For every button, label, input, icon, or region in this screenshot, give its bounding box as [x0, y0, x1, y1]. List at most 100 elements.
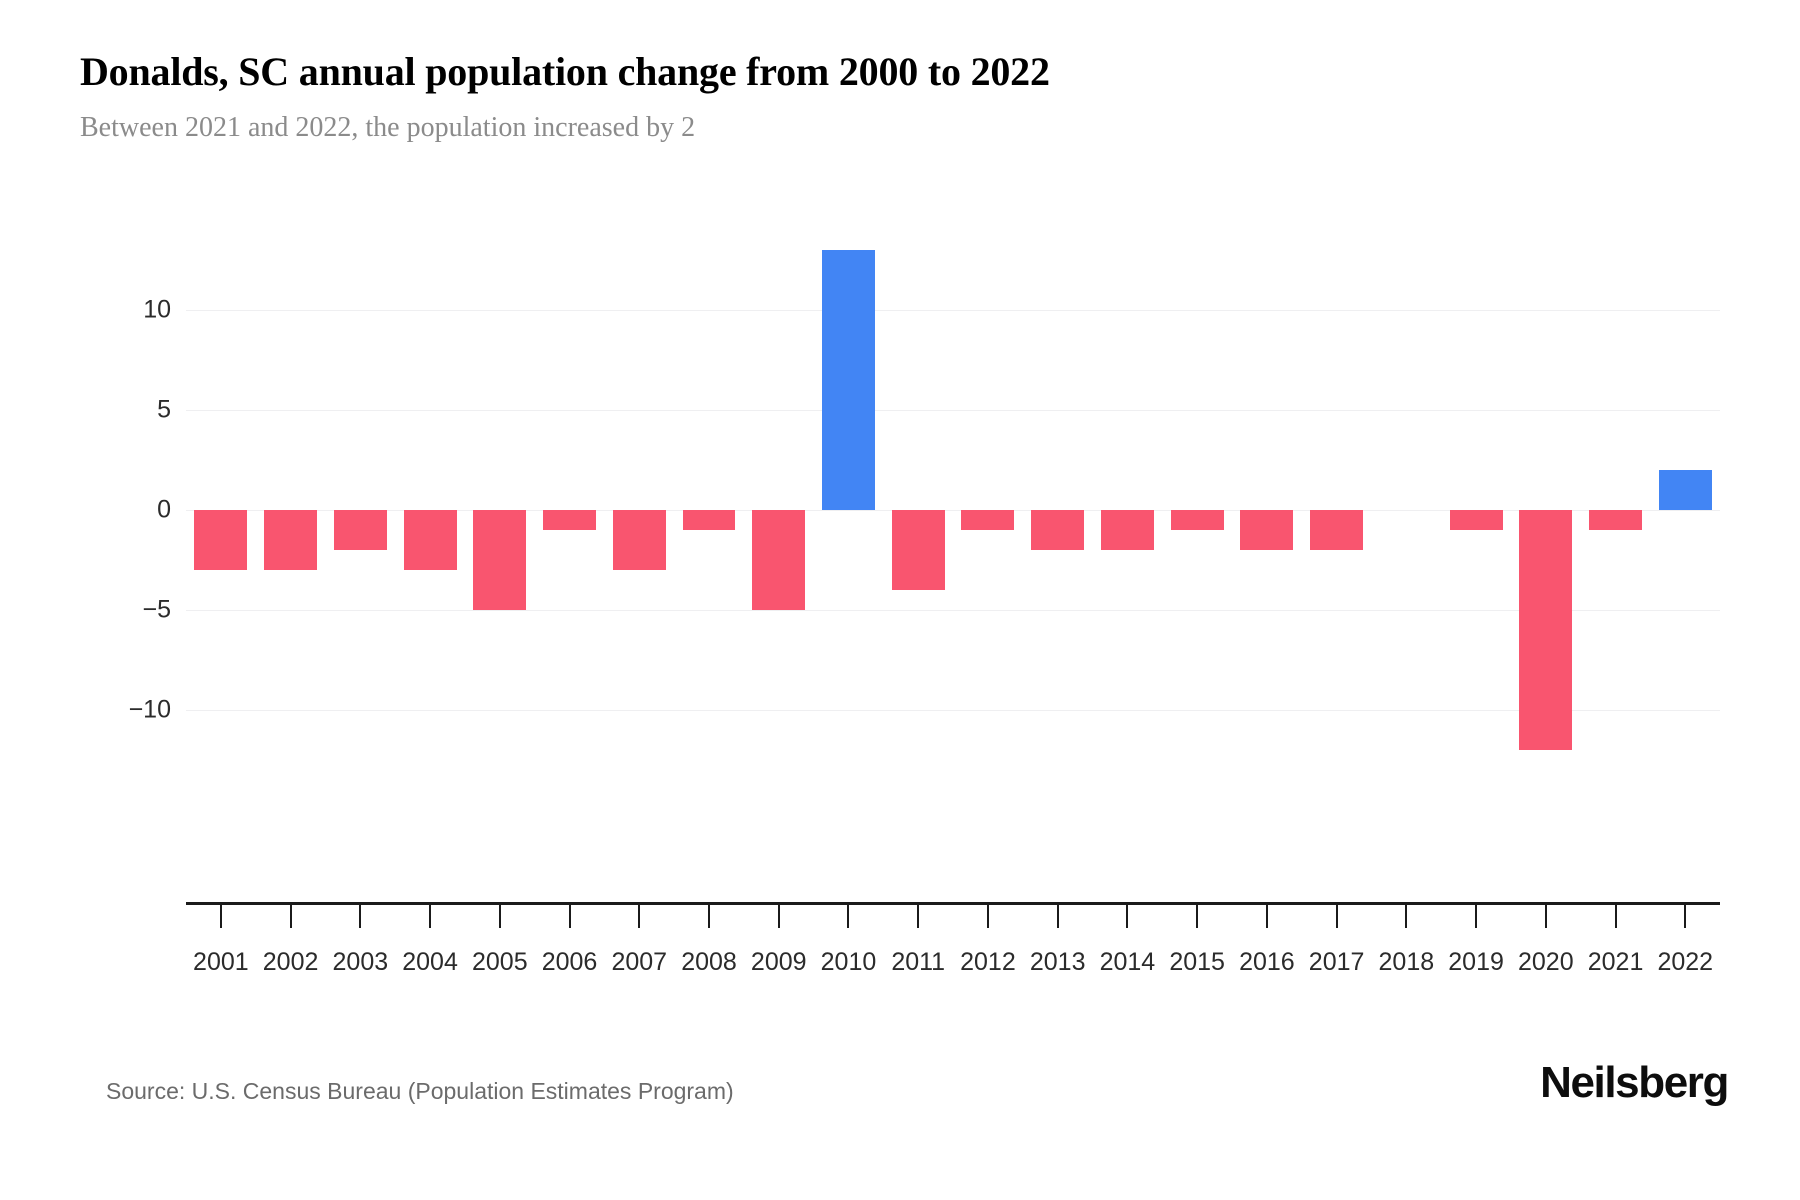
x-axis-tick — [1093, 902, 1163, 932]
bar[interactable] — [891, 510, 945, 590]
bar-slot[interactable] — [465, 240, 535, 780]
tick-mark — [359, 902, 362, 928]
tick-mark — [1475, 902, 1478, 928]
x-axis-tick-label: 2022 — [1657, 948, 1714, 976]
x-axis-tick-label: 2004 — [402, 948, 458, 976]
bar-slot[interactable] — [1093, 240, 1163, 780]
x-axis-tick-label: 2003 — [332, 948, 389, 976]
tick-mark — [847, 902, 850, 928]
bar-slot[interactable] — [325, 240, 395, 780]
x-axis-tick — [604, 902, 674, 932]
x-axis-tick — [1441, 902, 1511, 932]
tick-mark — [1405, 902, 1408, 928]
bar-slot[interactable] — [604, 240, 674, 780]
x-axis-tick-label: 2010 — [820, 948, 877, 976]
bar-slot[interactable] — [395, 240, 465, 780]
bar[interactable] — [403, 510, 457, 570]
bar-slot[interactable] — [1441, 240, 1511, 780]
bar[interactable] — [473, 510, 527, 610]
bar-slot[interactable] — [1302, 240, 1372, 780]
tick-mark — [1056, 902, 1059, 928]
tick-mark — [986, 902, 989, 928]
bar-slot[interactable] — [1371, 240, 1441, 780]
bar[interactable] — [194, 510, 248, 570]
bar[interactable] — [1031, 510, 1085, 550]
x-axis-tick-label: 2017 — [1308, 948, 1365, 976]
bar[interactable] — [1589, 510, 1643, 530]
y-axis-tick-label: −5 — [142, 595, 171, 624]
bar-slot[interactable] — [1650, 240, 1720, 780]
bar[interactable] — [612, 510, 666, 570]
x-axis-tick — [1302, 902, 1372, 932]
bar[interactable] — [264, 510, 318, 570]
bar-slot[interactable] — [256, 240, 326, 780]
x-axis-tick-label: 2001 — [193, 948, 249, 976]
x-axis-tick-label: 2015 — [1169, 948, 1225, 976]
bar[interactable] — [682, 510, 736, 530]
bar[interactable] — [1310, 510, 1364, 550]
x-axis-tick — [256, 902, 326, 932]
bar-slot[interactable] — [744, 240, 814, 780]
bar-slot[interactable] — [953, 240, 1023, 780]
bar[interactable] — [961, 510, 1015, 530]
x-axis-tick-label: 2005 — [471, 948, 528, 976]
x-axis-line — [186, 902, 1720, 905]
gridlines-layer — [186, 240, 1720, 780]
bar[interactable] — [1170, 510, 1224, 530]
bar-slot[interactable] — [814, 240, 884, 780]
gridline — [186, 310, 1720, 311]
tick-mark — [638, 902, 641, 928]
x-axis-tick — [953, 902, 1023, 932]
bar-slot[interactable] — [1511, 240, 1581, 780]
x-axis-labels: 2001 2002 2003 2004 2005 2006 2007 2008 2009 2010… — [186, 948, 1720, 977]
x-axis-tick-label: 2018 — [1378, 948, 1435, 976]
x-axis-tick — [1023, 902, 1093, 932]
gridline — [186, 510, 1720, 511]
bar[interactable] — [1449, 510, 1503, 530]
gridline — [186, 610, 1720, 611]
bar-slot[interactable] — [1162, 240, 1232, 780]
chart-header: Donalds, SC annual population change fro… — [80, 48, 1720, 145]
x-axis-tick-label: 2020 — [1518, 948, 1574, 976]
x-axis-tick — [186, 902, 256, 932]
x-axis-tick — [1162, 902, 1232, 932]
y-axis-tick-label: 5 — [157, 395, 171, 424]
bar[interactable] — [333, 510, 387, 550]
source-note: Source: U.S. Census Bureau (Population E… — [106, 1078, 734, 1104]
bar[interactable] — [752, 510, 806, 610]
x-axis-tick-label: 2007 — [611, 948, 668, 976]
tick-mark — [708, 902, 710, 928]
bar[interactable] — [543, 510, 597, 530]
bar-slot[interactable] — [883, 240, 953, 780]
bar-slot[interactable] — [1023, 240, 1093, 780]
bar-slot[interactable] — [674, 240, 744, 780]
bar-slot[interactable] — [1581, 240, 1651, 780]
x-axis-tick-label: 2006 — [541, 948, 598, 976]
gridline — [186, 710, 1720, 711]
bar[interactable] — [1240, 510, 1294, 550]
chart-subtitle: Between 2021 and 2022, the population in… — [80, 112, 696, 144]
bar[interactable] — [821, 250, 875, 510]
brand-logo: Neilsberg — [1540, 1058, 1729, 1107]
x-axis-tick — [814, 902, 884, 932]
x-axis-tick-label: 2008 — [681, 948, 737, 976]
bar-slot[interactable] — [1232, 240, 1302, 780]
bar-slot[interactable] — [186, 240, 256, 780]
bar[interactable] — [1100, 510, 1154, 550]
x-axis-tick — [1581, 902, 1651, 932]
x-axis-tick — [1511, 902, 1581, 932]
x-axis-tick-label: 2012 — [960, 948, 1016, 976]
tick-mark — [498, 902, 501, 928]
bar[interactable] — [1519, 510, 1573, 750]
y-axis-labels: 10 5 0 −5 −10 — [96, 240, 172, 780]
tick-mark — [1265, 902, 1268, 928]
bar[interactable] — [1658, 470, 1712, 510]
tick-mark — [1684, 902, 1687, 928]
x-axis-tick-label: 2016 — [1239, 948, 1295, 976]
y-axis-tick-label: −10 — [128, 695, 171, 724]
tick-mark — [1614, 902, 1617, 928]
tick-mark — [777, 902, 780, 928]
bar-slot[interactable] — [535, 240, 605, 780]
page-title: Donalds, SC annual population change fro… — [80, 49, 1050, 94]
